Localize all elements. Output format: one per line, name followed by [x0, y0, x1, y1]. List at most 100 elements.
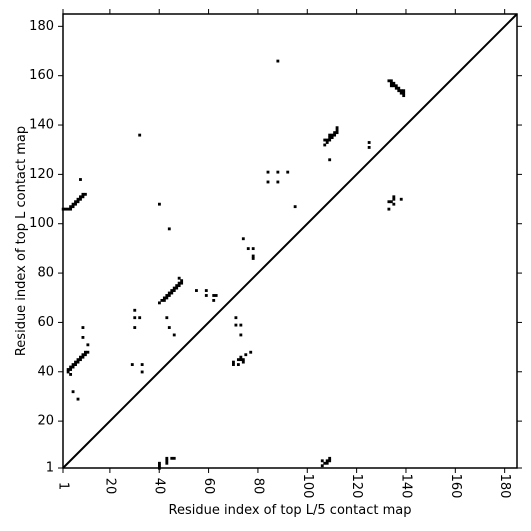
contact-cell: [177, 276, 181, 280]
y-tick-label: 160: [29, 68, 54, 83]
contact-cell: [330, 133, 334, 137]
x-tick-label: 140: [398, 474, 413, 499]
contact-cell: [367, 146, 371, 149]
contact-cell: [165, 459, 169, 463]
contact-cell: [335, 131, 339, 135]
contact-cell: [69, 205, 73, 209]
contact-cell: [389, 81, 393, 85]
contact-cell: [69, 207, 73, 211]
x-tick-label: 180: [497, 474, 512, 499]
contact-cell: [251, 247, 255, 251]
contact-cell: [76, 358, 80, 362]
y-tick-label: 100: [29, 216, 54, 231]
contact-cell: [325, 461, 329, 465]
contact-cell: [138, 316, 142, 320]
contact-cell: [162, 296, 166, 300]
contact-cell: [276, 180, 280, 184]
contact-cell: [323, 138, 327, 142]
diagonal-line: [62, 13, 518, 469]
x-axis: 1 20 40 60 80 100 120 140 160 180: [56, 9, 512, 499]
contact-cell: [138, 133, 142, 137]
contact-cell: [392, 197, 396, 201]
contact-cell: [66, 370, 70, 374]
contact-cell: [232, 360, 235, 364]
y-tick-label: 60: [37, 315, 54, 330]
contact-cell: [387, 207, 391, 211]
y-axis-label: Residue index of top L contact map: [14, 126, 29, 356]
contact-cell: [66, 368, 70, 371]
x-tick-label: 100: [300, 474, 315, 499]
contact-cell: [249, 350, 253, 354]
contact-cell: [212, 298, 216, 302]
contact-cell: [83, 192, 87, 196]
contact-cell: [81, 326, 85, 329]
contact-cell: [69, 365, 73, 369]
contact-cell: [177, 281, 181, 285]
contact-cell: [335, 128, 339, 132]
contact-cell: [333, 133, 337, 137]
contact-cell: [392, 195, 396, 199]
contact-cell: [335, 126, 339, 130]
contact-cell: [402, 91, 406, 95]
contact-cell: [399, 89, 403, 93]
contact-cell: [399, 91, 403, 95]
contact-cell: [165, 294, 169, 297]
contact-cell: [328, 459, 332, 463]
contact-cell: [392, 81, 396, 85]
contact-cell: [130, 363, 134, 366]
contact-cell: [167, 227, 171, 231]
plot-frame: [62, 13, 518, 469]
contact-cell: [83, 350, 87, 354]
contact-cell: [81, 336, 85, 339]
contact-cell: [239, 333, 243, 337]
contact-cell: [170, 289, 174, 292]
contact-cell: [328, 136, 332, 139]
contact-cell: [320, 464, 324, 468]
y-tick-label: 140: [29, 118, 54, 133]
contact-cell: [158, 461, 161, 465]
contact-cell: [175, 284, 179, 288]
contact-cell: [158, 301, 161, 305]
contact-cell: [276, 170, 280, 174]
contact-cell: [323, 143, 327, 147]
contact-cell: [367, 141, 371, 144]
contact-cell: [81, 195, 85, 199]
contact-cell: [158, 202, 161, 206]
contact-cell: [399, 197, 403, 201]
contact-cell: [387, 79, 391, 83]
contact-cells: [61, 59, 406, 470]
x-tick-label: 60: [201, 478, 216, 495]
contact-cell: [234, 316, 238, 320]
contact-cell: [251, 257, 255, 260]
contact-cell: [204, 289, 208, 292]
contact-cell: [389, 84, 393, 88]
contact-cell: [79, 355, 82, 359]
contact-cell: [172, 286, 176, 290]
contact-cell: [71, 205, 75, 209]
y-tick-label: 1: [46, 461, 54, 476]
contact-cell: [165, 296, 169, 300]
contact-cell: [165, 456, 169, 460]
contact-cell: [140, 363, 144, 366]
contact-cell: [251, 254, 255, 258]
contact-cell: [162, 298, 166, 302]
contact-cell: [323, 461, 327, 465]
contact-cell: [76, 197, 80, 201]
y-tick-label: 20: [37, 414, 54, 429]
contact-cell: [266, 170, 270, 174]
contact-cell: [74, 202, 77, 206]
x-axis-label: Residue index of top L/5 contact map: [169, 503, 412, 518]
x-tick-label: 120: [349, 474, 364, 499]
contact-cell: [165, 461, 169, 465]
contact-cell: [387, 200, 391, 204]
contact-cell: [175, 286, 179, 290]
contact-cell: [214, 294, 218, 297]
contact-cell: [402, 94, 406, 98]
contact-cell: [167, 294, 171, 297]
contact-cell: [79, 195, 82, 199]
contact-cell: [79, 178, 82, 181]
contact-cell: [158, 464, 161, 468]
y-tick-label: 80: [37, 266, 54, 281]
contact-cell: [394, 86, 398, 90]
